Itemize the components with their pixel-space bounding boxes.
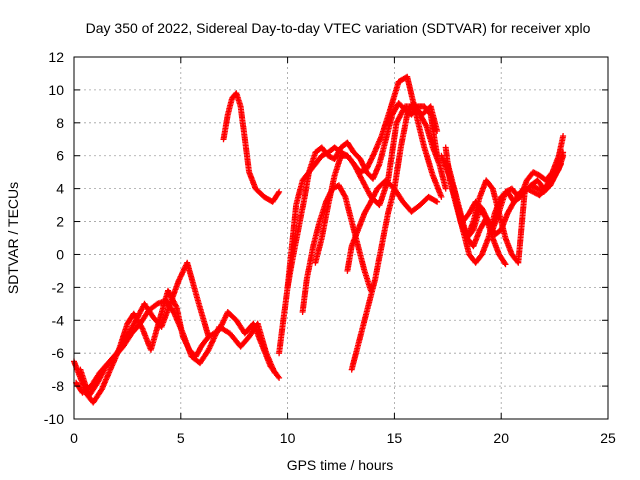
series-arc-4 [220,90,283,205]
series-arc-10 [348,100,449,373]
data-point-marker [373,188,379,195]
y-tick-label: -4 [52,312,65,328]
chart-title: Day 350 of 2022, Sidereal Day-to-day VTE… [86,20,591,36]
series-arc-15 [438,152,509,268]
y-tick-label: -8 [52,378,65,394]
y-tick-label: 8 [56,115,64,131]
axis-ticks [73,56,609,420]
x-tick-label: 5 [177,430,185,446]
data-point-marker [271,369,278,376]
data-point-marker [368,156,375,163]
grid-lines [74,57,608,419]
data-point-marker [501,260,508,267]
y-tick-label: 4 [56,181,64,197]
data-point-marker [422,121,429,128]
series-arc-3 [77,297,278,399]
y-tick-label: -10 [44,411,64,427]
data-point-marker [432,198,439,205]
data-point-marker [560,133,567,139]
data-point-marker [276,188,283,195]
data-point-marker [442,185,449,192]
data-point-marker [275,190,282,197]
data-point-marker [180,266,187,273]
data-point-marker [357,156,364,162]
data-markers [71,73,567,406]
series-arc-7 [299,182,374,315]
y-tick-label: 10 [48,82,64,98]
series-arc-8 [312,73,445,266]
x-tick-label: 20 [493,430,509,446]
y-tick-label: 0 [56,246,64,262]
data-point-marker [276,374,283,381]
data-point-marker [341,192,348,199]
x-tick-label: 25 [600,430,616,446]
data-point-marker [502,261,509,268]
x-axis-label: GPS time / hours [287,457,394,473]
y-tick-label: 2 [56,214,64,230]
data-point-marker [558,161,564,167]
data-point-marker [275,373,282,380]
data-point-marker [557,162,564,169]
data-point-marker [426,110,433,117]
x-tick-label: 0 [70,430,78,446]
y-tick-label: -6 [52,345,65,361]
data-point-marker [438,193,445,200]
plot-frame [73,56,609,420]
x-tick-label: 15 [387,430,403,446]
x-tick-label: 10 [280,430,296,446]
data-point-marker [560,152,567,159]
y-axis-label: SDTVAR / TECUs [5,182,21,294]
y-tick-label: 12 [48,49,64,65]
data-point-marker [434,198,441,205]
y-tick-label: -2 [52,279,65,295]
tick-labels: 0 5 10 15 20 25 -10 -8 -6 -4 -2 0 2 4 6 8 10 12 [44,49,616,446]
y-tick-label: 6 [56,148,64,164]
